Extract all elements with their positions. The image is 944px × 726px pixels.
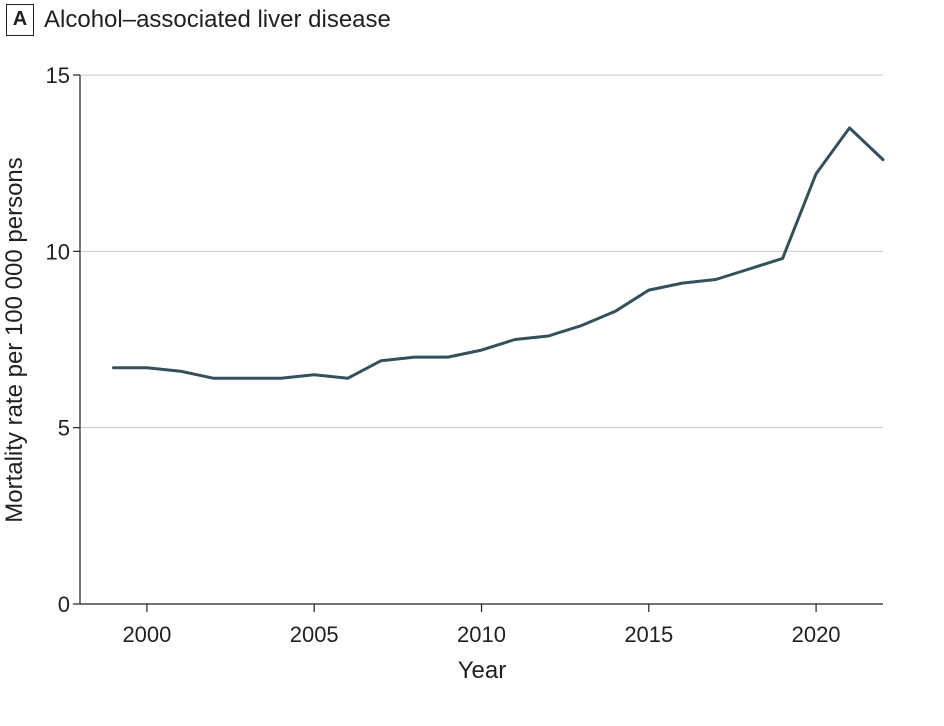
x-tick-label: 2015 <box>624 622 673 647</box>
y-tick-label: 15 <box>46 63 70 88</box>
series-line <box>112 126 885 380</box>
y-axis-label: Mortality rate per 100 000 persons <box>1 157 28 523</box>
gridlines <box>80 74 883 429</box>
y-tick-label: 0 <box>58 592 70 617</box>
tick-labels: 0 5 10 15 2000 2005 2010 2015 2020 <box>46 63 841 647</box>
series <box>112 126 885 380</box>
y-tick-label: 10 <box>46 239 70 264</box>
chart-title: Alcohol–associated liver disease <box>44 6 391 33</box>
x-axis-label: Year <box>458 657 507 684</box>
axes <box>73 74 883 612</box>
y-tick-label: 5 <box>58 416 70 441</box>
panel-label: A <box>6 4 34 36</box>
x-tick-label: 2000 <box>122 622 171 647</box>
x-tick-label: 2020 <box>792 622 841 647</box>
x-tick-label: 2010 <box>457 622 506 647</box>
x-tick-label: 2005 <box>290 622 339 647</box>
